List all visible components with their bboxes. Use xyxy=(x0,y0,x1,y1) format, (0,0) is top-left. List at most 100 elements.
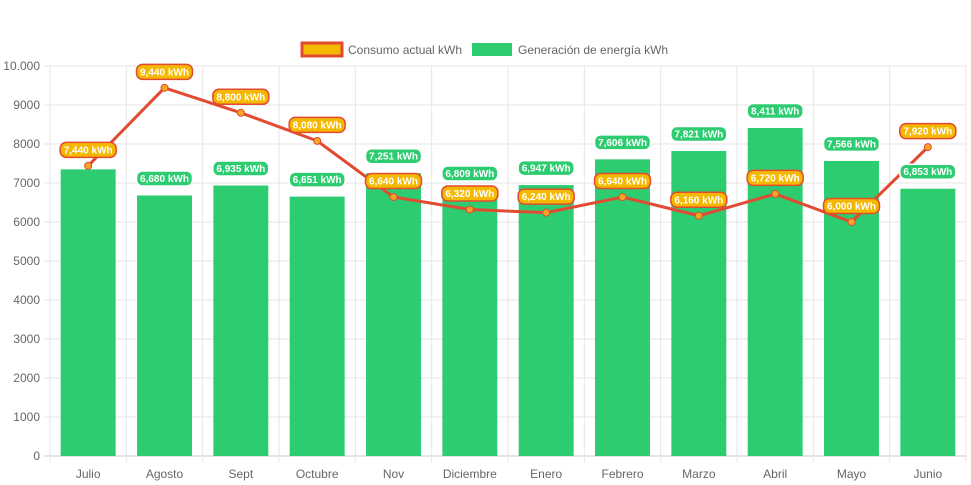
bar-value-label: 7,821 kWh xyxy=(674,129,723,140)
bar-generacion xyxy=(289,196,345,456)
bar-generacion xyxy=(60,169,116,456)
y-tick-label: 7000 xyxy=(13,176,40,190)
y-tick-label: 3000 xyxy=(13,332,40,346)
bar-generacion xyxy=(213,185,269,456)
line-value-label-bg xyxy=(288,116,346,134)
bar-value-label: 7,251 kWh xyxy=(369,152,418,163)
x-tick-label: Junio xyxy=(913,467,942,481)
legend-label-generacion: Generación de energía kWh xyxy=(518,43,668,57)
bar-value-label-bg xyxy=(364,147,423,165)
x-tick-label: Abril xyxy=(763,467,787,481)
line-value-label: 8,080 kWh xyxy=(293,120,342,131)
legend-swatch-consumo xyxy=(300,41,344,58)
bar-value-label: 6,809 kWh xyxy=(445,169,494,180)
x-tick-label: Diciembre xyxy=(443,467,497,481)
bar-value-label: 6,935 kWh xyxy=(216,164,265,175)
bar-generacion xyxy=(137,195,192,457)
y-tick-label: 6000 xyxy=(13,215,40,229)
line-value-label: 6,720 kWh xyxy=(751,173,800,184)
bar-value-label-bg xyxy=(746,102,804,120)
legend: Consumo actual kWh Generación de energía … xyxy=(300,41,668,58)
line-value-label: 9,440 kWh xyxy=(140,67,189,78)
bar-value-label: 7,566 kWh xyxy=(827,139,876,150)
bar-value-label: 6,680 kWh xyxy=(140,174,189,185)
bar-value-label-bg xyxy=(441,165,499,182)
consumo-point xyxy=(236,108,245,117)
y-tick-label: 1000 xyxy=(13,410,40,424)
y-tick-label: 9000 xyxy=(13,98,40,112)
bar-generacion xyxy=(442,190,498,456)
line-value-label: 6,000 kWh xyxy=(827,202,876,213)
x-tick-label: Marzo xyxy=(682,467,716,481)
line-value-label: 7,920 kWh xyxy=(903,127,952,138)
consumo-point xyxy=(847,218,856,226)
line-value-label-bg xyxy=(364,172,423,190)
line-value-label-bg xyxy=(746,169,804,187)
line-value-label: 6,320 kWh xyxy=(445,189,494,200)
bar-generacion xyxy=(900,188,956,456)
line-value-label: 6,640 kWh xyxy=(598,177,647,188)
consumo-point xyxy=(542,208,551,217)
y-tick-label: 8000 xyxy=(13,137,40,151)
x-tick-label: Julio xyxy=(76,467,101,481)
bar-value-label-bg xyxy=(517,159,575,177)
y-tick-label: 5000 xyxy=(13,254,40,268)
y-tick-label: 2000 xyxy=(13,371,40,385)
bar-value-label-bg xyxy=(899,163,957,180)
consumo-point xyxy=(84,161,93,170)
x-tick-label: Nov xyxy=(383,467,404,481)
consumo-line xyxy=(87,86,929,224)
bar-value-label: 6,947 kWh xyxy=(522,164,571,175)
line-value-label-bg xyxy=(441,185,499,202)
line-value-label: 6,240 kWh xyxy=(522,192,571,203)
bar-value-label-bg xyxy=(288,171,346,188)
line-series xyxy=(84,83,932,226)
bar-value-label: 8,411 kWh xyxy=(751,106,799,117)
line-value-label-bg xyxy=(59,141,117,159)
data-labels: 6,680 kWh 6,935 kWh 6,651 kWh 7,251 kWh 6,80… xyxy=(59,63,957,215)
y-tick-label: 4000 xyxy=(13,293,40,307)
bar-value-label-bg xyxy=(822,135,881,153)
line-value-label: 8,800 kWh xyxy=(216,92,265,103)
bar-generacion xyxy=(595,159,650,456)
legend-swatch-generacion xyxy=(472,43,512,56)
bar-generacion xyxy=(366,173,421,456)
bar-value-label-bg xyxy=(212,160,270,177)
grid xyxy=(44,65,967,462)
line-value-label-bg xyxy=(822,197,881,215)
x-tick-label: Mayo xyxy=(837,467,867,481)
consumo-point xyxy=(465,205,474,214)
line-value-label: 7,440 kWh xyxy=(64,145,113,156)
bar-value-label-bg xyxy=(593,134,652,151)
consumo-point xyxy=(618,193,627,202)
bar-generacion xyxy=(518,185,574,456)
consumo-point xyxy=(160,83,169,92)
x-tick-label: Enero xyxy=(530,467,562,481)
bar-value-label: 7,606 kWh xyxy=(598,138,647,149)
line-value-label-bg xyxy=(593,172,652,190)
line-value-label-bg xyxy=(135,63,194,81)
line-value-label-bg xyxy=(212,88,270,106)
x-tick-label: Sept xyxy=(228,467,253,481)
line-value-label: 6,160 kWh xyxy=(674,195,723,206)
consumo-point xyxy=(923,143,932,152)
y-tick-label: 0 xyxy=(33,449,40,463)
bar-value-label-bg xyxy=(670,125,728,143)
bar-value-label: 6,651 kWh xyxy=(293,175,342,186)
x-tick-label: Febrero xyxy=(601,467,643,481)
legend-label-consumo: Consumo actual kWh xyxy=(348,43,462,57)
bar-value-label-bg xyxy=(135,170,194,187)
consumo-point xyxy=(313,136,322,145)
line-value-label: 6,640 kWh xyxy=(369,177,418,188)
line-value-label-bg xyxy=(899,122,957,140)
consumo-point xyxy=(771,189,780,198)
y-tick-label: 10.000 xyxy=(3,59,40,73)
bar-series xyxy=(60,127,956,457)
axes: 0 1000 2000 3000 4000 5000 6000 7000 8000 9000 10.… xyxy=(3,59,942,481)
x-tick-label: Octubre xyxy=(296,467,339,481)
bar-value-label: 6,853 kWh xyxy=(903,167,952,178)
consumo-point xyxy=(389,193,398,202)
line-value-label-bg xyxy=(517,188,575,205)
